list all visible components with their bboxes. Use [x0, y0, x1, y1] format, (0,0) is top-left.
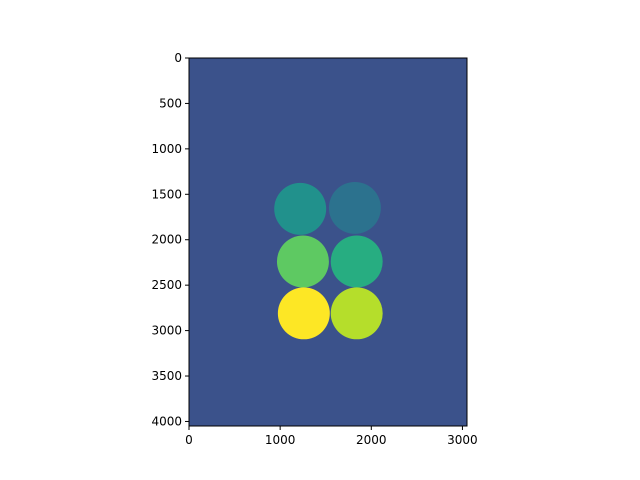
axes-frame — [188, 57, 468, 427]
x-axis: 0 1000 2000 3000 — [185, 426, 478, 447]
y-tick-label: 3500 — [151, 369, 182, 383]
y-axis: 0 500 1000 1500 2000 2500 3000 3500 4000 — [151, 51, 189, 428]
y-tick-label: 4000 — [151, 414, 182, 428]
y-tick-label: 2000 — [151, 233, 182, 247]
x-tick-label: 2000 — [356, 433, 387, 447]
x-tick-label: 3000 — [447, 433, 478, 447]
y-tick-label: 1000 — [151, 142, 182, 156]
plot-area — [188, 57, 468, 427]
y-tick-label: 0 — [174, 51, 182, 65]
y-tick-label: 500 — [159, 96, 182, 110]
circle-2 — [328, 181, 381, 234]
image-background — [189, 58, 467, 426]
x-tick-label: 0 — [185, 433, 193, 447]
y-tick-label: 1500 — [151, 187, 182, 201]
circle-6 — [330, 287, 383, 340]
circle-5 — [277, 287, 330, 340]
circle-1 — [274, 182, 327, 235]
circle-3 — [276, 235, 329, 288]
circle-layer — [274, 181, 383, 340]
x-tick-label: 1000 — [265, 433, 296, 447]
y-tick-label: 2500 — [151, 278, 182, 292]
y-tick-label: 3000 — [151, 324, 182, 338]
circle-4 — [330, 235, 383, 288]
